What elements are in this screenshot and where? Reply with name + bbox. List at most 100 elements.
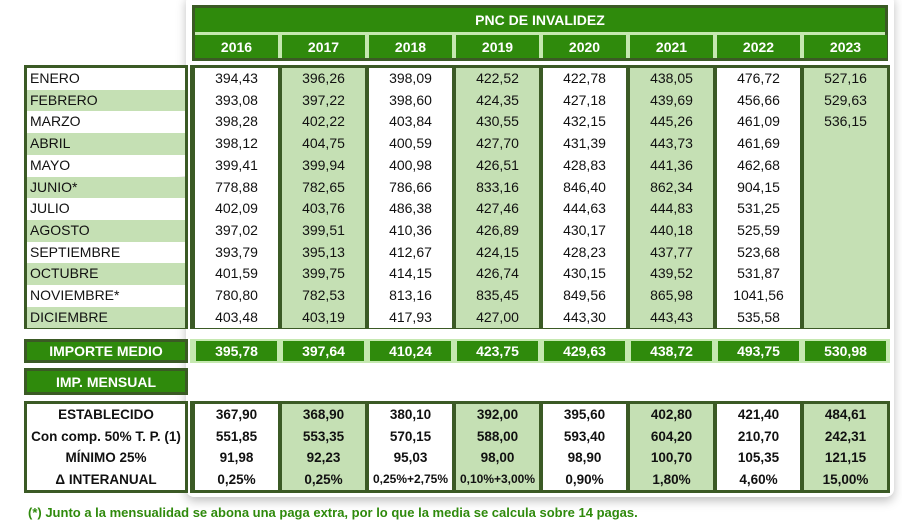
- mensual-column-2020: [543, 404, 626, 490]
- mensual-cell: 4,60%: [739, 471, 778, 487]
- value-cell: [804, 285, 887, 307]
- mensual-cell: 105,35: [737, 450, 780, 465]
- value-cell: 412,67: [389, 243, 432, 260]
- value-cell: [804, 177, 887, 199]
- month-label: FEBRERO: [27, 89, 185, 112]
- importe-medio-2023: 530,98: [805, 341, 886, 361]
- mensual-column-2019: [456, 404, 539, 490]
- mensual-cell: 92,23: [306, 450, 341, 465]
- month-label: ENERO: [27, 68, 185, 90]
- value-cell: [804, 133, 887, 155]
- value-cell: [804, 155, 887, 177]
- mensual-cell: 368,90: [302, 407, 345, 422]
- value-cell: 437,77: [650, 243, 693, 260]
- importe-medio-2019: 423,75: [457, 341, 538, 361]
- year-header-2016: 2016: [195, 35, 278, 58]
- value-cell: 444,63: [563, 200, 606, 217]
- mensual-cell: 0,25%+2,75%: [372, 471, 449, 486]
- value-cell: 445,26: [650, 113, 693, 130]
- value-cell: [804, 263, 887, 285]
- value-cell: 402,09: [215, 200, 258, 217]
- value-cell: 439,69: [650, 91, 693, 108]
- value-cell: 523,68: [737, 243, 780, 260]
- importe-medio-2016: 395,78: [196, 341, 277, 361]
- value-cell: 402,22: [302, 113, 345, 130]
- value-cell: 531,87: [737, 265, 780, 282]
- mensual-cell: 15,00%: [822, 471, 869, 487]
- value-cell: 441,36: [650, 156, 693, 173]
- value-cell: 849,56: [563, 287, 606, 303]
- mensual-cell: 242,31: [824, 428, 867, 444]
- value-cell: 417,93: [389, 308, 432, 325]
- mensual-cell: 570,15: [389, 428, 432, 444]
- value-cell: 399,41: [215, 156, 258, 173]
- mensual-row-label: Con comp. 50% T. P. (1): [27, 425, 185, 447]
- mensual-column-2016: [195, 404, 278, 490]
- value-cell: 400,98: [389, 156, 432, 173]
- value-cell: 399,75: [302, 265, 345, 282]
- mensual-cell: 0,25%: [217, 471, 256, 487]
- value-cell: 461,69: [737, 135, 780, 152]
- month-label: ABRIL: [27, 133, 185, 155]
- mensual-cell: 1,80%: [652, 471, 691, 487]
- mensual-cell: 484,61: [824, 407, 867, 422]
- value-cell: 393,08: [215, 91, 258, 108]
- value-cell: 862,34: [650, 178, 693, 195]
- value-cell: 461,09: [737, 113, 780, 130]
- value-cell: 780,80: [215, 287, 258, 303]
- footnote: (*) Junto a la mensualidad se abona una …: [28, 505, 638, 520]
- mensual-cell: 380,10: [389, 407, 432, 422]
- month-label: JULIO: [27, 198, 185, 220]
- value-cell: 536,15: [824, 113, 867, 130]
- value-cell: 424,35: [476, 91, 519, 108]
- value-cell: 426,89: [476, 221, 519, 238]
- month-label: MAYO: [27, 154, 185, 177]
- month-label: NOVIEMBRE*: [27, 285, 185, 307]
- year-header-2017: 2017: [282, 35, 365, 58]
- mensual-column-2023: [804, 404, 887, 490]
- value-cell: 403,48: [215, 308, 258, 325]
- value-cell: 401,59: [215, 265, 258, 282]
- value-cell: 393,79: [215, 243, 258, 260]
- value-cell: 426,51: [476, 156, 519, 173]
- importe-medio-2022: 493,75: [718, 341, 799, 361]
- value-cell: 397,02: [215, 221, 258, 238]
- mensual-column-2018: [369, 404, 452, 490]
- mensual-label-frame: [24, 401, 188, 493]
- value-cell: [804, 242, 887, 264]
- value-cell: 440,18: [650, 221, 693, 238]
- mensual-row-label: Δ INTERANUAL: [27, 468, 185, 490]
- value-cell: [804, 220, 887, 242]
- value-cell: 398,09: [389, 70, 432, 86]
- month-label: SEPTIEMBRE: [27, 241, 185, 264]
- value-cell: 535,58: [737, 308, 780, 325]
- value-cell: 476,72: [737, 70, 780, 86]
- value-cell: 398,28: [215, 113, 258, 130]
- value-cell: 835,45: [476, 287, 519, 303]
- value-cell: 527,16: [824, 70, 867, 86]
- mensual-cell: 100,70: [650, 450, 693, 465]
- value-cell: 414,15: [389, 265, 432, 282]
- value-cell: 430,55: [476, 113, 519, 130]
- value-cell: [804, 307, 887, 329]
- value-cell: 426,74: [476, 265, 519, 282]
- mensual-column-2021: [630, 404, 713, 490]
- value-cell: 397,22: [302, 91, 345, 108]
- value-cell: 403,76: [302, 200, 345, 217]
- value-cell: 782,53: [302, 287, 345, 303]
- value-cell: 428,23: [563, 243, 606, 260]
- value-cell: 410,36: [389, 221, 432, 238]
- value-cell: 398,60: [389, 91, 432, 108]
- value-cell: 778,88: [215, 178, 258, 195]
- value-cell: 786,66: [389, 178, 432, 195]
- year-header-2019: 2019: [456, 35, 539, 58]
- mensual-row-label: ESTABLECIDO: [27, 404, 185, 426]
- year-header-2018: 2018: [369, 35, 452, 58]
- value-cell: 427,70: [476, 135, 519, 152]
- mensual-cell: 553,35: [302, 428, 345, 444]
- value-cell: 462,68: [737, 156, 780, 173]
- year-header-2022: 2022: [717, 35, 800, 58]
- mensual-cell: 0,10%+3,00%: [459, 471, 536, 486]
- importe-medio-label: IMPORTE MEDIO: [24, 339, 188, 363]
- value-cell: 432,15: [563, 113, 606, 130]
